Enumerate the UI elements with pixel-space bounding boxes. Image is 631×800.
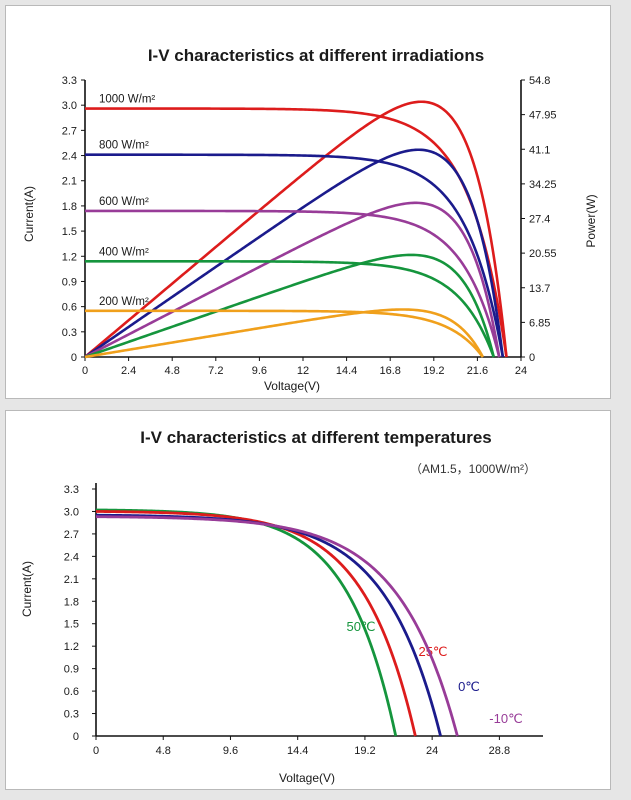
series-label: 400 W/m² [99,246,149,258]
y-tick-label: 1.2 [62,251,77,263]
iv-curve [85,260,495,358]
y-axis-label: Current(A) [22,186,36,242]
y-tick-label: 1.5 [62,226,77,238]
chart-title: I-V characteristics at different irradia… [148,46,484,65]
x-tick-label: 14.4 [287,745,308,757]
chart-subtitle: （AM1.5，1000W/m²） [410,462,536,476]
iv-curve [85,107,508,358]
y2-tick-label: 54.8 [529,75,550,87]
x-tick-label: 24 [426,745,438,757]
y-tick-label: 3.3 [62,75,77,87]
x-tick-label: 24 [515,365,527,377]
x-tick-label: 19.2 [423,365,444,377]
y2-axis-label: Power(W) [584,194,598,247]
y-tick-label: 0 [73,731,79,743]
pv-curve [84,253,496,359]
pv-curve [84,100,508,358]
series-label: 25℃ [418,644,447,659]
series-label: -10℃ [489,711,522,726]
y-tick-label: 0.3 [62,327,77,339]
x-tick-label: 21.6 [467,365,488,377]
y2-tick-label: 20.55 [529,248,557,260]
y-tick-label: 1.8 [62,201,77,213]
x-tick-label: 19.2 [354,745,375,757]
series-label: 800 W/m² [99,140,149,152]
y-tick-label: 1.5 [64,619,79,631]
iv-curve [85,309,484,358]
iv-curve [95,515,459,737]
x-tick-label: 0 [82,365,88,377]
y-tick-label: 1.2 [64,641,79,653]
x-tick-label: 2.4 [121,365,136,377]
irradiation-chart: I-V characteristics at different irradia… [22,46,598,393]
x-tick-label: 4.8 [165,365,180,377]
y-tick-label: 3.3 [64,484,79,496]
temperature-chart: I-V characteristics at different tempera… [20,428,543,785]
y2-tick-label: 27.4 [529,214,550,226]
x-tick-label: 28.8 [489,745,510,757]
y2-tick-label: 6.85 [529,317,550,329]
y-tick-label: 3.0 [62,100,77,112]
series-label: 200 W/m² [99,296,149,308]
y-tick-label: 3.0 [64,506,79,518]
y-tick-label: 0.9 [64,664,79,676]
y2-tick-label: 34.25 [529,179,557,191]
x-axis-label: Voltage(V) [279,771,335,785]
y-tick-label: 1.8 [64,596,79,608]
x-tick-label: 4.8 [156,745,171,757]
x-axis-label: Voltage(V) [264,379,320,393]
series-label: 50℃ [346,619,375,634]
y-tick-label: 0.6 [64,686,79,698]
iv-curve [85,209,501,358]
x-tick-label: 9.6 [223,745,238,757]
series-label: 0℃ [458,679,480,694]
y-tick-label: 2.7 [62,125,77,137]
chart-title: I-V characteristics at different tempera… [140,428,491,447]
y-tick-label: 0.6 [62,302,77,314]
y2-tick-label: 47.95 [529,110,557,122]
y-tick-label: 2.4 [64,551,79,563]
pv-curve [84,148,505,359]
x-tick-label: 16.8 [379,365,400,377]
x-tick-label: 12 [297,365,309,377]
y-axis-label: Current(A) [20,561,34,617]
series-label: 1000 W/m² [99,94,155,106]
y2-tick-label: 13.7 [529,283,550,295]
x-tick-label: 9.6 [252,365,267,377]
pv-curve [84,308,484,359]
y-tick-label: 2.1 [62,176,77,188]
y-tick-label: 2.4 [62,151,77,163]
y-tick-label: 0.3 [64,709,79,721]
series-label: 600 W/m² [99,196,149,208]
x-tick-label: 7.2 [208,365,223,377]
iv-curve [95,510,417,737]
irradiation-chart-panel: I-V characteristics at different irradia… [5,5,611,399]
x-tick-label: 14.4 [336,365,357,377]
iv-curve [85,153,505,358]
y2-tick-label: 0 [529,352,535,364]
y-tick-label: 0.9 [62,276,77,288]
temperature-chart-panel: I-V characteristics at different tempera… [5,410,611,790]
y-tick-label: 0 [71,352,77,364]
y-tick-label: 2.1 [64,574,79,586]
pv-curve [84,201,501,359]
x-tick-label: 0 [93,745,99,757]
y2-tick-label: 41.1 [529,144,550,156]
y-tick-label: 2.7 [64,529,79,541]
